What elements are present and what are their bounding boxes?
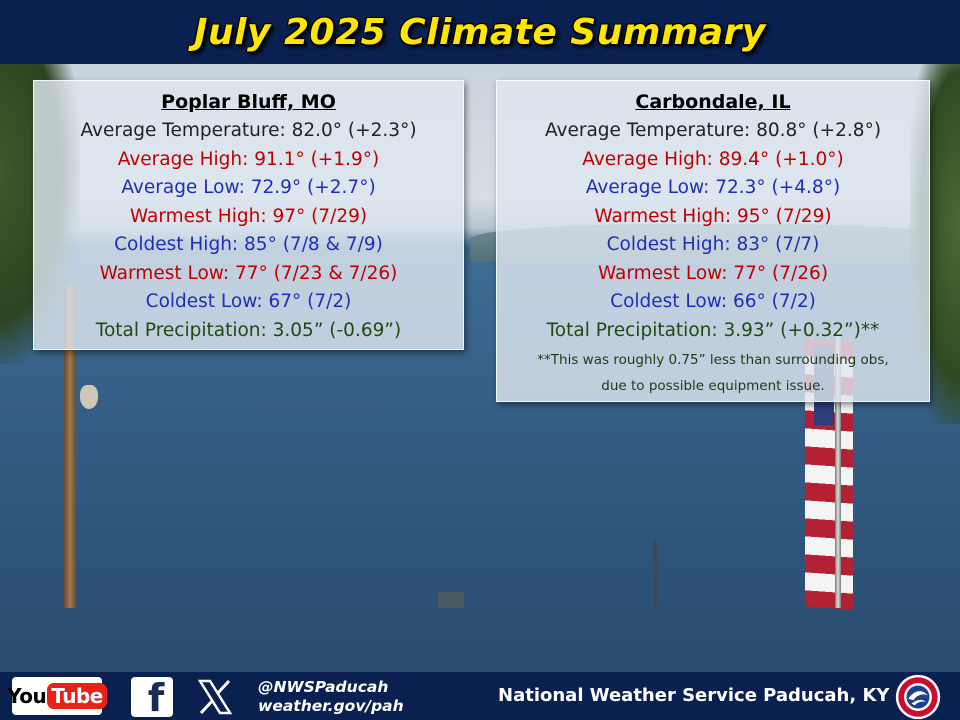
social-links: @NWSPaducah weather.gov/pah: [258, 678, 404, 716]
average-high: Average High: 91.1° (+1.9°): [117, 148, 380, 170]
station-name: Carbondale, IL: [635, 91, 791, 113]
header-bar: July 2025 Climate Summary: [0, 0, 960, 64]
agency-name: National Weather Service Paducah, KY: [498, 685, 890, 706]
average-low: Average Low: 72.3° (+4.8°): [585, 177, 841, 198]
warmest-low: Warmest Low: 77° (7/26): [597, 262, 829, 284]
warmest-low: Warmest Low: 77° (7/23 & 7/26): [99, 262, 398, 284]
youtube-you: You: [7, 684, 47, 708]
station-name: Poplar Bluff, MO: [161, 91, 336, 113]
social-handle[interactable]: @NWSPaducah: [258, 678, 389, 696]
coldest-high: Coldest High: 83° (7/7): [606, 234, 820, 255]
footnote-line-1: **This was roughly 0.75” less than surro…: [537, 352, 889, 368]
warmest-high: Warmest High: 95° (7/29): [594, 205, 832, 227]
warmest-high: Warmest High: 97° (7/29): [129, 205, 368, 227]
coldest-low: Coldest Low: 67° (7/2): [145, 291, 352, 312]
nws-logo: [895, 674, 941, 720]
coldest-low: Coldest Low: 66° (7/2): [610, 291, 816, 312]
average-high: Average High: 89.4° (+1.0°): [582, 148, 844, 170]
average-temperature: Average Temperature: 82.0° (+2.3°): [80, 120, 417, 141]
page-title: July 2025 Climate Summary: [194, 11, 766, 53]
footnote-line-2: due to possible equipment issue.: [601, 378, 825, 394]
x-icon[interactable]: [196, 678, 234, 716]
youtube-logo[interactable]: You Tube: [7, 677, 107, 715]
precip-footnote: **This was roughly 0.75” less than surro…: [497, 347, 929, 399]
facebook-glyph: f: [147, 677, 165, 717]
total-precipitation: Total Precipitation: 3.93” (+0.32”)**: [546, 319, 880, 341]
distant-pole: [654, 540, 657, 608]
facebook-icon[interactable]: f: [131, 677, 173, 717]
total-precipitation: Total Precipitation: 3.05” (-0.69”): [95, 319, 402, 341]
average-low: Average Low: 72.9° (+2.7°): [121, 177, 376, 198]
coldest-high: Coldest High: 85° (7/8 & 7/9): [114, 234, 383, 255]
dock-post: [438, 592, 464, 608]
utility-pole: [64, 285, 76, 608]
station-panel-poplar-bluff: Poplar Bluff, MO Average Temperature: 82…: [33, 80, 464, 350]
average-temperature: Average Temperature: 80.8° (+2.8°): [544, 120, 882, 141]
flagpole: [835, 330, 841, 608]
youtube-tube: Tube: [47, 683, 107, 709]
station-panel-carbondale: Carbondale, IL Average Temperature: 80.8…: [496, 80, 930, 402]
website-link[interactable]: weather.gov/pah: [258, 697, 404, 715]
lamp: [80, 385, 98, 409]
